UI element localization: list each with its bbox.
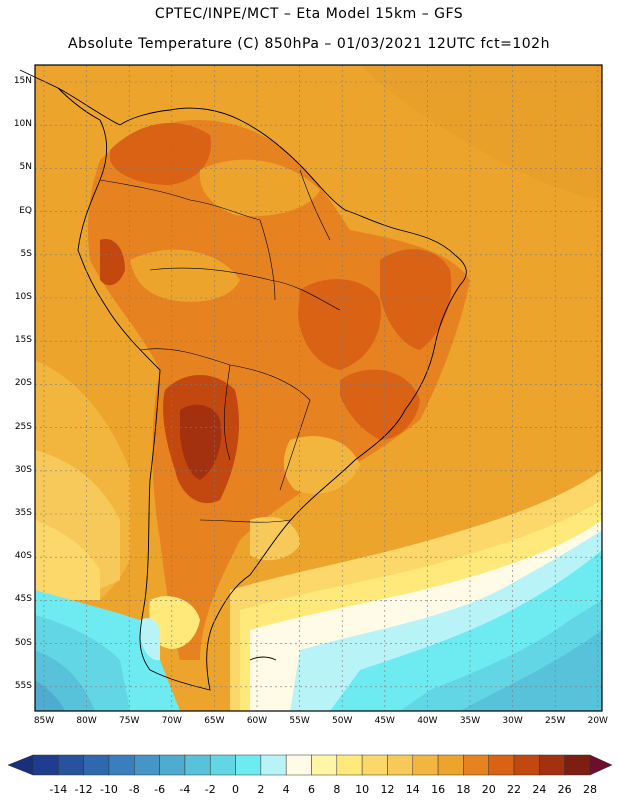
longitude-label: 80W — [76, 716, 97, 726]
colorbar-tick-label: 2 — [257, 783, 265, 796]
longitude-label: 65W — [204, 716, 225, 726]
colorbar — [7, 754, 613, 776]
longitude-label: 40W — [417, 716, 438, 726]
colorbar-swatch — [539, 754, 565, 776]
colorbar-swatch — [564, 754, 591, 776]
colorbar-swatch — [260, 754, 287, 776]
longitude-label: 75W — [119, 716, 140, 726]
map-title-line1: CPTEC/INPE/MCT – Eta Model 15km – GFS — [154, 6, 464, 22]
colorbar-swatch — [58, 754, 84, 776]
colorbar-swatch — [311, 754, 338, 776]
colorbar-swatch — [159, 754, 186, 776]
colorbar-tick-label: 8 — [333, 783, 341, 796]
latitude-label: 30S — [14, 464, 32, 475]
colorbar-tick-label: -10 — [99, 783, 118, 796]
colorbar-tick-label: -2 — [204, 783, 216, 796]
latitude-label: 5N — [19, 162, 32, 173]
longitude-label: 55W — [289, 716, 310, 726]
colorbar-tick-label: -12 — [74, 783, 93, 796]
colorbar-tick-label: 10 — [355, 783, 370, 796]
colorbar-swatch — [437, 754, 464, 776]
colorbar-swatch — [361, 754, 388, 776]
latitude-label: 15N — [13, 76, 32, 86]
latitude-label: EQ — [19, 205, 32, 216]
colorbar-tick-label: 18 — [456, 783, 471, 796]
latitude-label: 10N — [13, 119, 32, 130]
colorbar-swatch — [412, 754, 439, 776]
longitude-label: 50W — [332, 716, 353, 726]
latitude-label: 55S — [14, 680, 32, 691]
colorbar-swatch — [387, 754, 414, 776]
colorbar-tick-label: 14 — [405, 783, 420, 796]
colorbar-swatch — [32, 754, 59, 776]
latitude-label: 10S — [14, 292, 32, 302]
colorbar-tick-label: -4 — [179, 783, 191, 796]
latitude-label: 40S — [14, 551, 32, 562]
coastlines — [19, 69, 467, 691]
longitude-label: 35W — [459, 716, 481, 726]
country-borders — [99, 169, 341, 523]
colorbar-tick-label: 24 — [532, 783, 547, 796]
colorbar-swatch — [108, 754, 135, 776]
longitude-label: 60W — [246, 716, 268, 726]
latitude-label: 15S — [14, 335, 32, 346]
colorbar-tick-label: -8 — [128, 783, 140, 796]
longitude-label: 30W — [502, 716, 523, 726]
longitude-label: 20W — [587, 716, 608, 726]
longitude-label: 45W — [374, 716, 395, 726]
colorbar-tick-label: -6 — [154, 783, 166, 796]
latitude-label: 5S — [20, 248, 32, 259]
colorbar-tick-label: 4 — [282, 783, 290, 796]
colorbar-tick-label: 6 — [308, 783, 315, 796]
colorbar-tick-label: -14 — [49, 783, 68, 796]
longitude-label: 85W — [33, 716, 55, 726]
map-frame — [34, 64, 603, 712]
colorbar-tick-label: 12 — [380, 783, 395, 796]
colorbar-tick-label: 26 — [557, 783, 572, 796]
longitude-label: 25W — [545, 716, 566, 726]
temperature-field — [35, 65, 602, 711]
latitude-label: 25S — [14, 421, 32, 432]
colorbar-tick-label: 16 — [431, 783, 446, 796]
colorbar-low-arrow — [7, 754, 34, 776]
colorbar-swatch — [336, 754, 363, 776]
latitude-label: 50S — [14, 637, 32, 648]
latitude-label: 45S — [14, 594, 32, 605]
latitude-label: 20S — [14, 378, 32, 389]
colorbar-swatch — [285, 754, 312, 776]
longitude-label: 70W — [161, 716, 182, 726]
colorbar-tick-label: 22 — [507, 783, 522, 796]
colorbar-swatch — [463, 754, 489, 776]
colorbar-tick-label: 20 — [481, 783, 496, 796]
colorbar-tick-label: 0 — [232, 783, 240, 796]
colorbar-high-arrow — [589, 754, 613, 776]
latitude-label: 35S — [14, 508, 32, 518]
colorbar-swatch — [235, 754, 262, 776]
colorbar-tick-label: 28 — [583, 783, 597, 796]
colorbar-swatch — [488, 754, 515, 776]
colorbar-swatch — [513, 754, 540, 776]
colorbar-swatch — [134, 754, 160, 776]
colorbar-swatch — [209, 754, 236, 776]
map-title-line2: Absolute Temperature (C) 850hPa – 01/03/… — [68, 36, 550, 52]
colorbar-swatch — [184, 754, 211, 776]
colorbar-swatch — [83, 754, 110, 776]
